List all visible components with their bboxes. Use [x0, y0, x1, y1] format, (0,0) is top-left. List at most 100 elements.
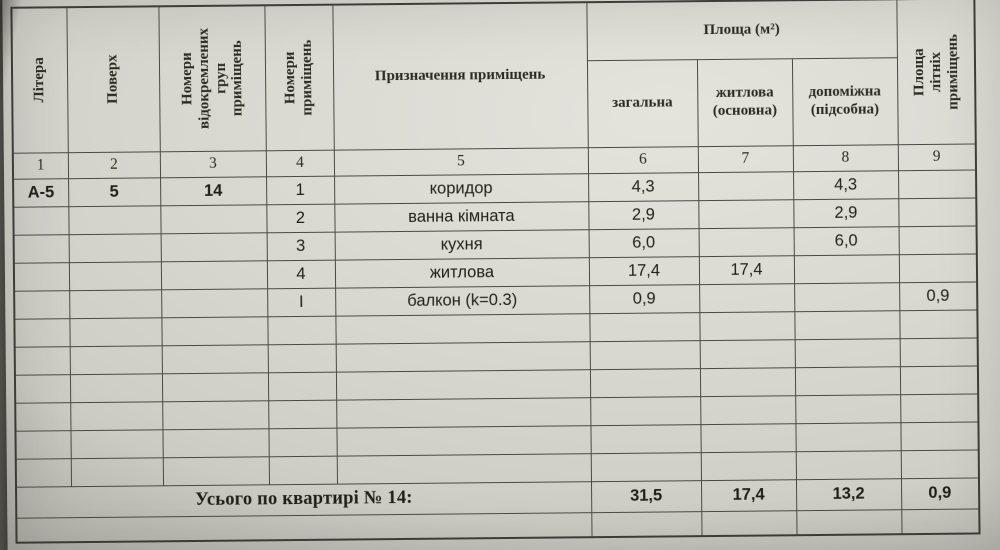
totals-living-area: 17,4 [700, 479, 797, 512]
empty-cell [900, 421, 979, 451]
empty-cell [336, 397, 591, 428]
empty-cell [268, 427, 337, 457]
empty-cell [701, 510, 797, 537]
column-number: 5 [333, 147, 589, 176]
empty-cell [161, 316, 268, 346]
header-summer-area-label: Площа літніх приміщень [910, 33, 961, 110]
empty-cell [69, 345, 162, 375]
cell-living-area: 17,4 [698, 255, 795, 285]
empty-cell [15, 402, 71, 431]
empty-cell [162, 456, 269, 486]
column-number: 3 [159, 150, 267, 178]
empty-cell [900, 393, 979, 423]
header-floor-wrap: Поверх [67, 7, 159, 151]
cell-purpose: кухня [334, 229, 589, 260]
empty-cell [70, 429, 163, 459]
header-litera-wrap: Літера [12, 8, 67, 152]
header-summer-area-wrap: Площа літніх приміщень [897, 0, 975, 144]
cell-aux-area: 4,3 [793, 170, 899, 200]
empty-cell [267, 315, 336, 345]
header-purpose: Призначення приміщень [332, 2, 588, 150]
empty-cell [161, 372, 269, 402]
cell-floor [68, 205, 161, 235]
cell-total-area: 17,4 [588, 256, 700, 286]
header-group-numbers: Номери відокремлених груп приміщень [158, 5, 266, 152]
empty-cell [699, 367, 796, 397]
empty-cell [589, 368, 701, 398]
header-total-area: загальна [586, 59, 698, 148]
totals-total-area: 31,5 [590, 480, 702, 513]
header-room-numbers-label: Номери приміщень [282, 39, 316, 116]
empty-cell [16, 512, 592, 543]
empty-cell [794, 310, 900, 340]
column-number: 6 [587, 146, 699, 174]
empty-cell [14, 374, 71, 403]
empty-cell [794, 338, 900, 368]
cell-litera: А-5 [13, 178, 69, 207]
cell-group-number [161, 288, 268, 318]
cell-room-number: 4 [266, 259, 336, 289]
header-summer-area: Площа літніх приміщень [896, 0, 976, 145]
empty-cell [591, 511, 702, 538]
column-number: 1 [12, 152, 69, 179]
cell-floor [68, 233, 161, 263]
header-floor: Поверх [66, 6, 160, 153]
empty-cell [14, 346, 70, 375]
cell-aux-area: 6,0 [793, 226, 899, 256]
header-row-top: Літера Поверх Номери відокремлених груп … [11, 0, 976, 153]
empty-cell [14, 318, 70, 347]
empty-cell [162, 428, 269, 458]
empty-cell [267, 343, 336, 373]
cell-aux-area: 2,9 [793, 198, 899, 228]
header-living-area: житлова (основна) [696, 58, 793, 147]
apartment-area-table: Літера Поверх Номери відокремлених груп … [10, 0, 981, 544]
cell-purpose: коридор [334, 173, 589, 204]
empty-cell [590, 424, 701, 454]
cell-summer-area [898, 169, 977, 199]
header-room-numbers-wrap: Номери приміщень [265, 6, 333, 150]
header-area-group: Площа (м²) [586, 0, 897, 61]
empty-cell [161, 344, 268, 374]
cell-purpose: балкон (k=0.3) [335, 285, 590, 316]
cell-group-number [160, 260, 268, 290]
empty-cell [70, 457, 164, 487]
empty-cell [336, 453, 591, 484]
totals-summer-area: 0,9 [900, 477, 980, 510]
cell-aux-area [793, 254, 900, 284]
empty-cell [794, 366, 901, 396]
empty-cell [590, 452, 701, 482]
cell-litera [13, 262, 70, 291]
table-wrapper: Літера Поверх Номери відокремлених груп … [10, 0, 981, 544]
header-room-numbers: Номери приміщень [264, 4, 334, 151]
header-area-group-label: Площа (м²) [703, 20, 780, 38]
cell-room-number: 3 [266, 231, 335, 261]
cell-purpose: ванна кімната [334, 201, 589, 232]
cell-litera [13, 234, 69, 263]
header-aux-area: допоміжна (підсобна) [791, 57, 898, 146]
empty-cell [700, 451, 796, 481]
cell-total-area: 4,3 [588, 172, 699, 202]
cell-litera [13, 206, 69, 235]
header-group-numbers-wrap: Номери відокремлених груп приміщень [159, 6, 265, 151]
empty-cell [70, 401, 163, 431]
cell-summer-area [898, 253, 978, 283]
cell-group-number [160, 232, 267, 262]
cell-room-number: І [267, 287, 336, 317]
header-group-numbers-label: Номери відокремлених груп приміщень [178, 28, 246, 130]
cell-floor [68, 261, 162, 291]
cell-living-area [699, 283, 795, 313]
column-number: 4 [265, 149, 335, 177]
empty-cell [162, 400, 269, 430]
column-number: 2 [67, 151, 161, 179]
totals-aux-area: 13,2 [795, 478, 902, 511]
empty-cell [336, 425, 591, 456]
empty-cell [69, 317, 162, 347]
empty-cell [700, 395, 796, 425]
cell-total-area: 2,9 [588, 200, 699, 230]
cell-litera [14, 290, 70, 319]
header-litera: Літера [11, 7, 68, 153]
column-number: 9 [897, 143, 977, 171]
column-number: 8 [792, 144, 899, 172]
